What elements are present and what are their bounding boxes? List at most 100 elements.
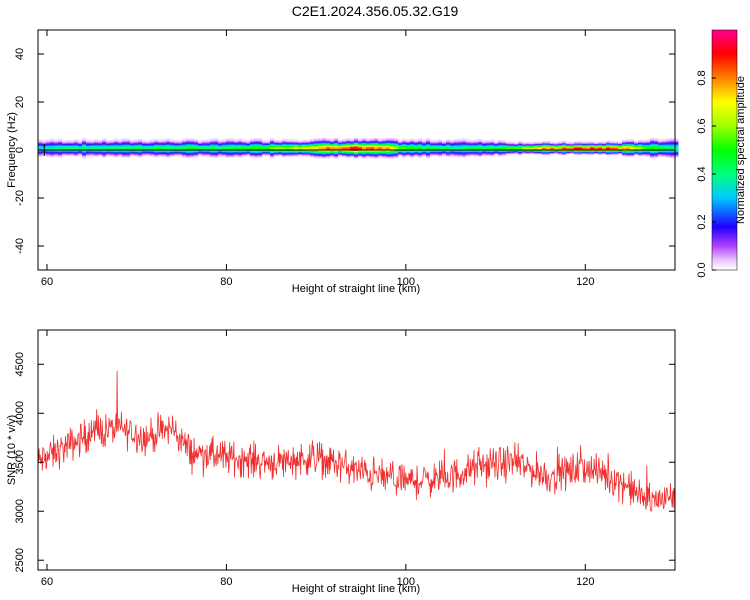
spectrogram-x-label: Height of straight line (km) — [292, 283, 420, 295]
heatmap-cell — [474, 139, 479, 141]
heatmap-cell — [494, 140, 499, 143]
spectrogram-x-tick-label: 60 — [41, 276, 53, 288]
heatmap-cell — [314, 138, 319, 141]
snr-frame — [37, 329, 676, 571]
heatmap-cell — [614, 140, 619, 143]
heatmap-cell — [94, 154, 99, 157]
heatmap-cell — [74, 154, 79, 157]
heatmap-cell — [262, 154, 267, 157]
heatmap-cell — [486, 140, 491, 142]
heatmap-cell — [250, 138, 255, 141]
heatmap-cell — [254, 138, 259, 141]
heatmap-cell — [238, 154, 243, 157]
spectrogram-y-tick-label: 20 — [14, 96, 26, 108]
heatmap-cell — [218, 154, 223, 157]
heatmap-cell — [198, 154, 203, 157]
heatmap-cell — [270, 154, 275, 157]
heatmap-cell — [642, 140, 647, 142]
heatmap-cell — [66, 154, 71, 157]
heatmap-cell — [654, 154, 659, 157]
heatmap-cell — [318, 156, 323, 159]
heatmap-cell — [562, 140, 567, 143]
heatmap-cell — [338, 154, 343, 157]
colorbar: 0.0 0.2 0.4 0.6 0.8 Normalized spectral ampl… — [696, 29, 747, 278]
heatmap-cell — [478, 154, 483, 157]
heatmap-cell — [50, 138, 55, 141]
heatmap-cell — [550, 141, 555, 144]
heatmap-cell — [546, 140, 551, 143]
heatmap-cell — [82, 156, 87, 159]
spectrogram-x-ticks: 60 80 100 120 — [41, 30, 594, 288]
snr-x-tick-label: 120 — [576, 576, 594, 588]
heatmap-cell — [134, 139, 139, 141]
heatmap-cell — [658, 154, 663, 157]
heatmap-cell — [442, 140, 447, 143]
heatmap-cell — [370, 154, 375, 157]
heatmap-cell — [446, 139, 451, 141]
heatmap-cell — [630, 154, 635, 157]
heatmap-cell — [462, 154, 467, 157]
heatmap-cell — [314, 156, 319, 159]
heatmap-cell — [326, 138, 331, 141]
heatmap-cell — [426, 154, 431, 157]
heatmap-cell — [378, 154, 383, 157]
heatmap-cell — [374, 154, 379, 157]
heatmap-cell — [438, 154, 443, 157]
heatmap-cell — [398, 154, 403, 157]
heatmap-cell — [542, 140, 547, 143]
colorbar-tick-label: 0.8 — [696, 70, 708, 85]
snr-x-tick-label: 60 — [41, 576, 53, 588]
heatmap-cell — [270, 156, 275, 159]
heatmap-cell — [522, 142, 527, 145]
heatmap-cell — [490, 139, 495, 141]
heatmap-cell — [358, 154, 363, 157]
heatmap-cell — [650, 138, 655, 141]
heatmap-cell — [506, 141, 511, 144]
heatmap-cell — [318, 154, 323, 157]
heatmap-cell — [362, 156, 367, 159]
heatmap-cell — [390, 138, 395, 141]
heatmap-cell — [162, 139, 167, 141]
heatmap-cell — [114, 138, 119, 141]
heatmap-cell — [382, 154, 387, 157]
heatmap-cell — [454, 154, 459, 157]
heatmap-cell — [470, 154, 475, 157]
heatmap-cell — [410, 154, 415, 157]
heatmap-cell — [386, 154, 391, 157]
heatmap-cell — [554, 142, 559, 145]
heatmap-cell — [450, 140, 455, 142]
heatmap-cell — [434, 140, 439, 142]
heatmap-cell — [42, 140, 47, 142]
heatmap-cell — [142, 140, 147, 142]
heatmap-cell — [254, 156, 259, 159]
heatmap-cell — [190, 154, 195, 157]
colorbar-label: Normalized spectral amplitude — [735, 76, 747, 224]
heatmap-cell — [374, 138, 379, 141]
heatmap-cell — [242, 139, 247, 141]
heatmap-cell — [198, 140, 203, 142]
heatmap-cell — [386, 138, 391, 141]
heatmap-cell — [298, 154, 303, 157]
heatmap-cell — [674, 138, 679, 141]
heatmap-cell — [670, 138, 675, 141]
heatmap-cell — [138, 139, 143, 141]
heatmap-cell — [114, 154, 119, 157]
heatmap-cell — [370, 156, 375, 159]
heatmap-cell — [210, 154, 215, 157]
heatmap-cell — [582, 141, 587, 144]
heatmap-cell — [350, 154, 355, 157]
heatmap-cell — [182, 138, 187, 141]
snr-y-label: SNR (10 * v/v) — [6, 415, 18, 485]
heatmap-cell — [414, 139, 419, 141]
heatmap-cell — [622, 154, 627, 157]
heatmap-cell — [650, 154, 655, 157]
spectrogram-y-tick-label: -40 — [14, 238, 26, 254]
page-title: C2E1.2024.356.05.32.G19 — [291, 3, 459, 19]
heatmap-cell — [618, 141, 623, 144]
heatmap-cell — [650, 156, 655, 159]
heatmap-cell — [626, 139, 631, 141]
heatmap-cell — [594, 141, 599, 144]
heatmap-cell — [402, 154, 407, 157]
heatmap-cell — [90, 154, 95, 157]
